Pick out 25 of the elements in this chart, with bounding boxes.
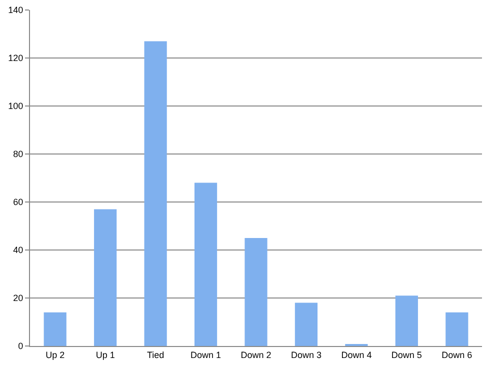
y-tick-label: 140 bbox=[8, 5, 24, 16]
y-tick-label: 120 bbox=[8, 53, 24, 64]
x-tick-label: Down 4 bbox=[341, 350, 372, 360]
x-tick-label: Up 1 bbox=[96, 350, 115, 360]
y-tick-label: 40 bbox=[13, 245, 24, 256]
x-tick-label: Up 2 bbox=[46, 350, 65, 360]
bar bbox=[44, 312, 66, 346]
y-tick-label: 60 bbox=[13, 197, 24, 208]
bar bbox=[395, 296, 418, 346]
bar bbox=[144, 41, 167, 346]
y-tick-label: 20 bbox=[13, 293, 24, 304]
x-tick-label: Tied bbox=[146, 350, 164, 360]
y-tick-label: 100 bbox=[8, 101, 24, 112]
y-tick-label: 0 bbox=[18, 341, 24, 352]
x-tick-label: Down 2 bbox=[240, 350, 272, 360]
x-tick-label: Down 6 bbox=[442, 350, 472, 360]
x-tick-label: Down 3 bbox=[290, 350, 322, 360]
y-tick-label: 80 bbox=[13, 149, 24, 160]
bar bbox=[94, 209, 117, 346]
bar bbox=[194, 182, 218, 346]
bar bbox=[244, 238, 268, 346]
bar bbox=[446, 312, 468, 346]
bar bbox=[294, 302, 318, 346]
x-tick-label: Down 1 bbox=[190, 350, 222, 360]
x-tick-label: Down 5 bbox=[391, 350, 422, 360]
